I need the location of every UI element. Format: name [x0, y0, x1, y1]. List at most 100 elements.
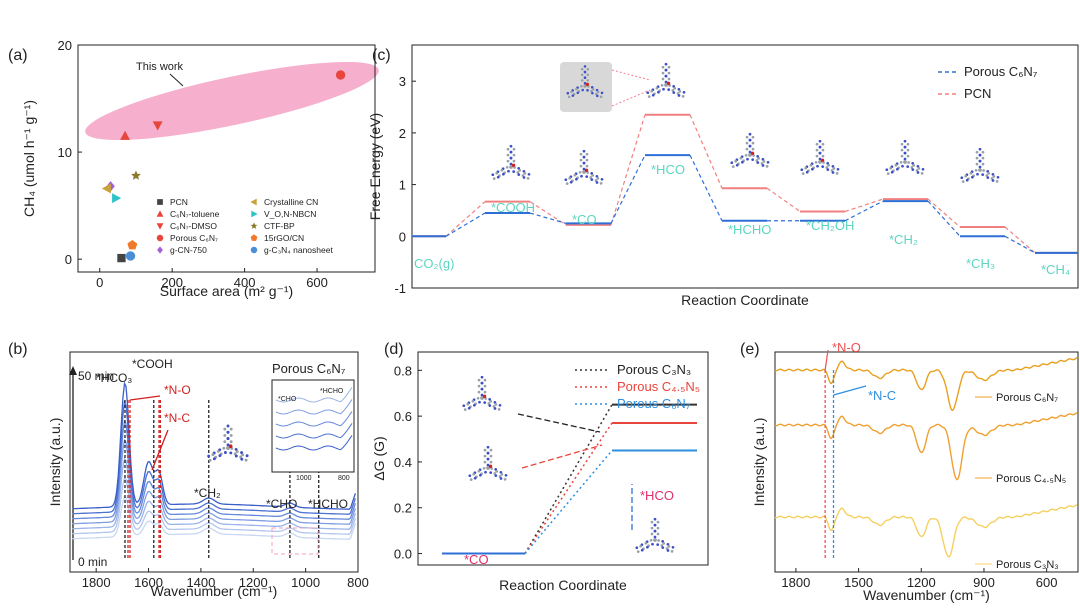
- panel-b-title: Porous C₆N₇: [272, 361, 346, 376]
- series-label-1: Porous C₄.₅N₅: [996, 473, 1066, 485]
- connector-2: [524, 450, 613, 555]
- legend-marker-6: [251, 210, 258, 218]
- molecule-3: [730, 132, 770, 168]
- step-label-4: *HCHO: [728, 222, 771, 237]
- x-tick-label: 1200: [907, 575, 936, 590]
- spectrum-1: [774, 412, 1078, 481]
- inset-tick-1: 800: [338, 475, 350, 482]
- spectrum-3: [72, 438, 357, 525]
- point-0: [117, 253, 126, 263]
- arrow-no: [824, 349, 829, 371]
- point-1: [120, 130, 130, 140]
- molecule-0: [491, 144, 531, 180]
- legend-label-1: Porous C₄.₅N₅: [617, 379, 700, 394]
- x-tick-label: 1500: [844, 575, 873, 590]
- legend-label-4: g-CN-750: [170, 245, 207, 255]
- legend-label-7: CTF-BP: [264, 221, 295, 231]
- molecule-zoom: [566, 65, 604, 99]
- y-tick-label: 0: [399, 229, 406, 244]
- legend-label-8: 15rGO/CN: [264, 233, 304, 243]
- annotation-1: *N-C: [868, 388, 896, 403]
- y-tick-label: 0.8: [394, 363, 412, 378]
- molecule-b: [207, 424, 249, 462]
- arrow-c3n3: [517, 413, 601, 433]
- y-tick-label: 3: [399, 74, 406, 89]
- panel-d-frame: [417, 351, 709, 566]
- connector-0-4: [689, 154, 723, 222]
- connector-0-2: [529, 212, 567, 224]
- step-label-6: *CH₂: [889, 232, 918, 247]
- connector-0-7: [927, 200, 961, 237]
- spectrum-5: [72, 400, 357, 515]
- panel-c-frame: [411, 44, 1079, 289]
- arrow-nc: [151, 429, 169, 471]
- y-tick-label: 1: [399, 178, 406, 193]
- connector-0-6: [844, 200, 884, 222]
- legend-label-5: Crystalline CN: [264, 197, 318, 207]
- point-9: [125, 251, 136, 261]
- x-tick-label: 1800: [781, 575, 810, 590]
- legend-marker-7: [250, 222, 258, 229]
- step-label-7: *CH₃: [966, 256, 995, 271]
- connector-0-8: [1004, 235, 1036, 254]
- point-5: [101, 183, 111, 194]
- molecule-d2: [468, 445, 508, 481]
- step-label-0: *CO: [464, 552, 489, 567]
- y-tick-label: 2: [399, 126, 406, 141]
- connector-1-4: [689, 114, 723, 189]
- panel-e-label: (e): [740, 341, 760, 358]
- connector-1-8: [1004, 226, 1036, 254]
- legend-label-0: Porous C₃N₃: [617, 362, 691, 377]
- legend-label-3: Porous C₆N₇: [170, 233, 218, 243]
- connector-0-3: [610, 154, 646, 224]
- y-axis-label: Intensity (a.u.): [751, 418, 767, 507]
- x-tick-label: 800: [347, 575, 369, 590]
- spectrum-6: [72, 381, 357, 510]
- connector-1-7: [927, 198, 961, 228]
- inset-curve-1: [275, 399, 353, 415]
- legend-label-2: C₆N₇-DMSO: [170, 221, 217, 231]
- annotation-3: *N-C: [164, 411, 190, 425]
- molecule-2: [646, 62, 686, 98]
- molecule-5: [885, 139, 925, 175]
- y-tick-label: -1: [394, 281, 406, 296]
- this-work-ellipse: [85, 61, 379, 141]
- y-axis-label: Free Energy (eV): [367, 113, 383, 220]
- annotation-6: *HCHO: [308, 497, 348, 511]
- y-tick-label: 0: [65, 252, 72, 267]
- annotation-arrow: [169, 73, 184, 87]
- time-label-bottom: 0 min: [78, 555, 107, 569]
- connector-1-5: [766, 187, 801, 212]
- connector-1-3: [610, 114, 646, 226]
- highlight-box: [271, 527, 319, 555]
- x-tick-label: 0: [96, 275, 103, 290]
- zoom-line: [611, 89, 651, 107]
- legend-marker-1: [156, 210, 164, 217]
- spectrum-1: [72, 476, 357, 535]
- point-8: [127, 240, 138, 250]
- x-tick-label: 200: [161, 275, 183, 290]
- x-tick-label: 400: [234, 275, 256, 290]
- legend-marker-2: [156, 223, 164, 230]
- legend-label-2: Porous C₆N₇: [617, 396, 691, 411]
- legend-marker-0: [157, 199, 163, 205]
- annotation-0: *N-O: [832, 340, 861, 355]
- x-axis-label: Wavenumber (cm⁻¹): [151, 583, 278, 599]
- y-tick-label: 0.4: [394, 455, 412, 470]
- x-tick-label: 900: [973, 575, 995, 590]
- molecule-d1: [462, 375, 502, 411]
- connector-0-1: [445, 212, 486, 237]
- annotation-0: *HCO₃: [96, 371, 132, 385]
- molecule-d3: [635, 517, 675, 553]
- x-tick-label: 1600: [134, 575, 163, 590]
- y-axis-label: CH₄ (umol h⁻¹ g⁻¹): [21, 100, 37, 217]
- panel-d-label: (d): [384, 341, 404, 358]
- spectrum-0: [72, 495, 357, 540]
- molecule-1: [564, 149, 604, 185]
- inset-curve-0: [275, 387, 353, 403]
- molecule-4: [800, 139, 840, 175]
- x-axis-label: Surface area (m² g⁻¹): [160, 283, 293, 299]
- legend-marker-4: [157, 246, 163, 254]
- annotation-2: *N-O: [164, 383, 191, 397]
